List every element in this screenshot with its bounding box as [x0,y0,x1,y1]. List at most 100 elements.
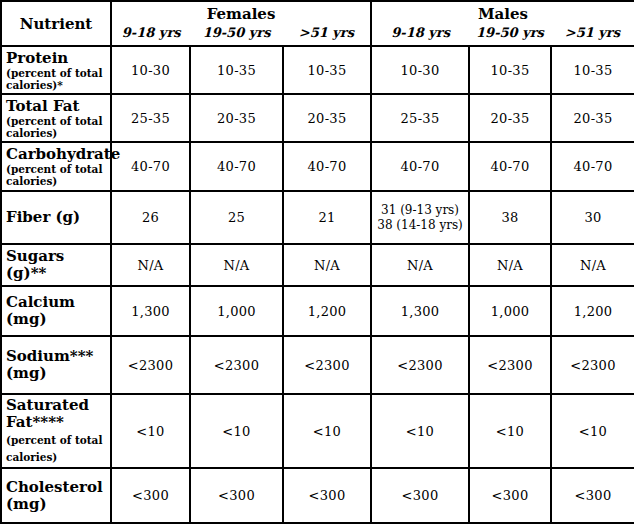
nutrient-name: Total Fat [6,97,80,115]
nutrient-label: Total Fat(percent of total calories) [1,94,111,142]
value-cell: <10 [283,394,371,468]
nutrient-label: Saturated Fat**** (percent of total calo… [1,394,111,468]
value-cell: 10-35 [551,46,634,94]
males-age-51plus-label: >51 yrs [551,23,634,42]
value-cell: <300 [371,468,469,523]
nutrient-name: Carbohydrate [6,145,120,163]
females-age-19-50-label: 19-50 yrs [190,23,282,42]
value-cell: 20-35 [190,94,283,142]
nutrient-name: Saturated Fat**** [6,396,89,431]
value-cell: <2300 [469,336,551,394]
females-age-51plus-label: >51 yrs [283,23,370,42]
males-group-title: Males [372,2,634,23]
nutrient-name: Sugars (g)** [6,247,64,282]
value-cell: 10-30 [371,46,469,94]
value-cell: 1,000 [190,286,283,336]
value-cell: 25-35 [111,94,190,142]
value-cell: <2300 [190,336,283,394]
value-cell: <300 [551,468,634,523]
value-cell: 40-70 [551,142,634,191]
value-cell: 20-35 [551,94,634,142]
value-cell: 10-30 [111,46,190,94]
nutrient-label: Sugars (g)** [1,244,111,286]
nutrient-label: Protein(percent of total calories)* [1,46,111,94]
value-cell: N/A [469,244,551,286]
value-cell: <300 [190,468,283,523]
value-cell: <2300 [551,336,634,394]
table-body: Protein(percent of total calories)*10-30… [1,46,634,523]
nutrient-row: Cholesterol(mg)<300<300<300<300<300<300 [1,468,634,523]
nutrient-row: Saturated Fat**** (percent of total calo… [1,394,634,468]
nutrient-row: Sodium***(mg)<2300<2300<2300<2300<2300<2… [1,336,634,394]
value-cell: <2300 [371,336,469,394]
females-age-labels: 9-18 yrs 19-50 yrs >51 yrs [112,23,370,42]
nutrient-note: (percent of total calories)* [6,67,108,91]
females-group-header: Females 9-18 yrs 19-50 yrs >51 yrs [111,1,371,46]
value-cell: N/A [283,244,371,286]
value-cell: 1,000 [469,286,551,336]
females-group-title: Females [112,2,370,23]
nutrient-label: Fiber (g) [1,191,111,244]
value-cell: 30 [551,191,634,244]
value-cell: N/A [190,244,283,286]
value-cell: 31 (9-13 yrs) 38 (14-18 yrs) [371,191,469,244]
value-cell: N/A [371,244,469,286]
nutrient-row: Sugars (g)**N/AN/AN/AN/AN/AN/A [1,244,634,286]
value-cell: 1,300 [371,286,469,336]
nutrient-column-header: Nutrient [1,1,111,46]
nutrient-label: Carbohydrate(percent of total calories) [1,142,111,191]
females-age-9-18-label: 9-18 yrs [112,23,190,42]
value-cell: 40-70 [111,142,190,191]
nutrient-row: Calcium (mg)1,3001,0001,2001,3001,0001,2… [1,286,634,336]
males-age-19-50-label: 19-50 yrs [469,23,550,42]
value-cell: 10-35 [283,46,371,94]
value-cell: <2300 [283,336,371,394]
nutrient-label: Sodium***(mg) [1,336,111,394]
nutrient-note: (mg) [6,365,108,382]
nutrient-name: Sodium*** [6,347,93,365]
value-cell: <10 [111,394,190,468]
value-cell: <300 [111,468,190,523]
value-cell: 40-70 [190,142,283,191]
value-cell: 1,200 [551,286,634,336]
nutrient-label: Cholesterol(mg) [1,468,111,523]
value-cell: 20-35 [283,94,371,142]
value-cell: 1,200 [283,286,371,336]
value-cell: <300 [283,468,371,523]
nutrient-note: (percent of total calories) [6,434,102,463]
nutrient-name: Fiber (g) [6,208,80,226]
value-cell: 40-70 [283,142,371,191]
value-cell: N/A [111,244,190,286]
value-cell: 10-35 [469,46,551,94]
nutrient-row: Fiber (g)26252131 (9-13 yrs) 38 (14-18 y… [1,191,634,244]
males-age-labels: 9-18 yrs 19-50 yrs >51 yrs [372,23,634,42]
nutrient-label: Calcium (mg) [1,286,111,336]
nutrient-note: (percent of total calories) [6,115,108,139]
value-cell: 10-35 [190,46,283,94]
value-cell: <10 [469,394,551,468]
nutrient-row: Carbohydrate(percent of total calories)4… [1,142,634,191]
value-cell: 25-35 [371,94,469,142]
value-cell: 40-70 [469,142,551,191]
dietary-reference-intake-table: Nutrient Females 9-18 yrs 19-50 yrs >51 … [0,0,634,524]
value-cell: N/A [551,244,634,286]
nutrient-row: Protein(percent of total calories)*10-30… [1,46,634,94]
value-cell: <300 [469,468,551,523]
value-cell: <2300 [111,336,190,394]
header-row: Nutrient Females 9-18 yrs 19-50 yrs >51 … [1,1,634,46]
nutrient-name: Calcium (mg) [6,293,75,328]
males-group-header: Males 9-18 yrs 19-50 yrs >51 yrs [371,1,634,46]
value-cell: <10 [190,394,283,468]
nutrient-note: (mg) [6,496,108,513]
value-cell: 40-70 [371,142,469,191]
value-cell: 26 [111,191,190,244]
value-cell: 25 [190,191,283,244]
value-cell: 20-35 [469,94,551,142]
nutrient-note: (percent of total calories) [6,163,108,187]
value-cell: <10 [551,394,634,468]
nutrient-name: Cholesterol [6,478,103,496]
nutrient-name: Protein [6,49,68,67]
value-cell: 1,300 [111,286,190,336]
males-age-9-18-label: 9-18 yrs [372,23,469,42]
value-cell: <10 [371,394,469,468]
